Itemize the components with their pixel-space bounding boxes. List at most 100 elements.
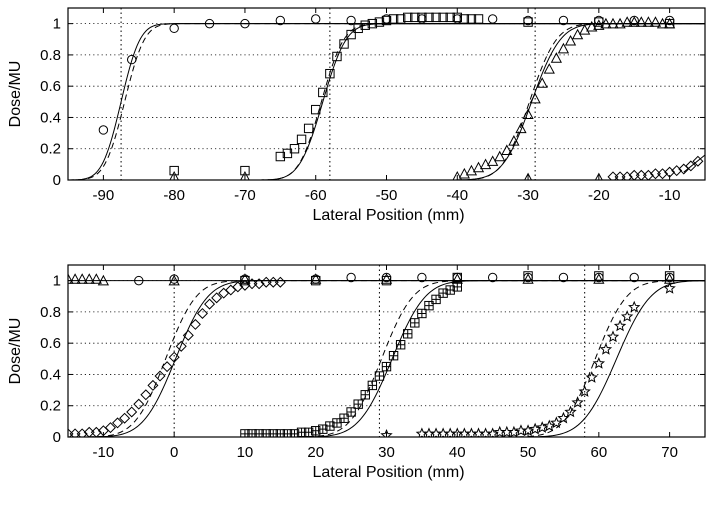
series-circle	[134, 272, 675, 286]
x-tick-label: 50	[520, 444, 537, 461]
data-point-triangle	[600, 17, 612, 29]
y-tick-label: 0	[53, 172, 61, 189]
data-point-diamond	[239, 279, 251, 291]
x-tick-label: 0	[170, 444, 178, 461]
data-point-diamond	[161, 361, 173, 373]
x-tick-label: -70	[234, 187, 256, 204]
data-point-circle	[98, 125, 109, 135]
data-point-square	[367, 18, 378, 29]
data-point-circle	[169, 274, 179, 284]
data-point-plus-square	[403, 329, 413, 339]
x-tick-label: -10	[659, 187, 681, 204]
data-point-square	[431, 12, 441, 23]
data-point-diamond	[671, 165, 683, 177]
data-point-triangle	[594, 172, 603, 180]
data-point-star	[592, 357, 606, 369]
data-point-diamond	[253, 278, 265, 290]
x-axis-title: Lateral Position (mm)	[312, 464, 464, 481]
model-curve-solid	[68, 23, 705, 180]
data-point-square	[374, 17, 385, 27]
model-curves	[68, 23, 705, 180]
x-axis-title: Lateral Position (mm)	[312, 207, 464, 224]
data-point-square	[353, 23, 363, 34]
data-point-diamond	[90, 426, 102, 437]
data-point-plus-square	[374, 371, 385, 381]
data-point-star	[528, 422, 542, 435]
x-tick-label: -10	[93, 444, 115, 461]
x-tick-label: 10	[237, 444, 254, 461]
data-point-triangle	[380, 273, 393, 284]
data-point-star	[620, 310, 634, 322]
data-point-square	[410, 12, 420, 23]
x-tick-label: 40	[449, 444, 466, 461]
data-point-triangle	[649, 16, 662, 27]
data-point-circle	[487, 14, 498, 24]
data-point-triangle	[557, 42, 570, 54]
data-point-star	[613, 319, 627, 332]
data-point-triangle	[586, 20, 598, 32]
data-point-triangle	[501, 144, 513, 155]
series-star	[380, 281, 676, 437]
data-point-triangle	[642, 16, 655, 27]
model-curve-dashed	[68, 23, 705, 180]
data-point-triangle	[68, 273, 74, 284]
data-point-square	[296, 134, 307, 145]
model-curve-dashed	[68, 23, 705, 180]
data-point-star	[606, 330, 620, 343]
data-point-triangle	[90, 273, 102, 284]
model-curve-solid	[68, 23, 705, 180]
y-tick-label: 0.4	[40, 109, 61, 126]
data-point-diamond	[154, 370, 166, 382]
model-curve-solid	[68, 280, 705, 437]
y-tick-label: 0	[53, 429, 61, 446]
data-point-star	[543, 419, 556, 432]
data-point-circle	[127, 54, 137, 65]
axis-ticks: -90 -80 -70 -60 -50 -40 -30 -20 -10 0 0.2 0.4 0.6 0.8…	[40, 8, 705, 204]
plot-frame	[67, 264, 706, 438]
data-point-triangle	[621, 16, 633, 27]
data-point-triangle	[97, 274, 110, 286]
data-point-star	[550, 416, 563, 429]
data-point-diamond	[189, 318, 201, 330]
data-point-square	[303, 123, 314, 134]
x-tick-label: 60	[590, 444, 607, 461]
data-point-diamond	[182, 329, 194, 341]
data-point-triangle	[593, 273, 605, 284]
data-point-square	[240, 275, 250, 286]
data-point-plus-square	[360, 390, 370, 400]
data-point-triangle	[240, 171, 250, 180]
data-point-triangle	[550, 52, 563, 63]
grid-lines	[68, 23, 705, 150]
y-tick-label: 0.6	[40, 335, 61, 352]
data-point-diamond	[232, 281, 244, 293]
data-point-diamond	[104, 422, 116, 434]
data-point-square	[381, 275, 392, 286]
y-axis-title: Dose/MU	[7, 61, 24, 128]
data-point-triangle	[169, 171, 179, 180]
x-tick-label: -90	[93, 187, 115, 204]
data-point-triangle	[536, 77, 548, 88]
model-curve-solid	[68, 23, 705, 180]
data-point-plus-square	[388, 350, 399, 361]
data-point-diamond	[119, 412, 131, 424]
data-point-circle	[346, 272, 356, 283]
data-point-diamond	[204, 298, 216, 310]
x-tick-label: 70	[661, 444, 678, 461]
data-point-diamond	[635, 169, 647, 180]
data-point-diamond	[126, 406, 138, 418]
data-point-triangle	[76, 273, 88, 284]
data-point-diamond	[76, 428, 88, 437]
data-point-square	[438, 12, 448, 23]
model-curve-dashed	[68, 280, 705, 437]
data-point-plus-square	[410, 318, 420, 328]
data-point-diamond	[692, 155, 704, 167]
data-point-square	[523, 271, 533, 281]
data-point-plus-square	[346, 407, 356, 417]
model-curves	[68, 280, 705, 437]
data-point-plus-square	[339, 413, 349, 423]
series-plus-square	[240, 282, 462, 437]
data-point-triangle	[458, 167, 470, 179]
data-point-square	[388, 14, 399, 24]
chart-panel-1: -90 -80 -70 -60 -50 -40 -30 -20 -10 0 0.2 0.4 0.6 0.8…	[7, 7, 706, 224]
reference-lines	[173, 265, 586, 437]
